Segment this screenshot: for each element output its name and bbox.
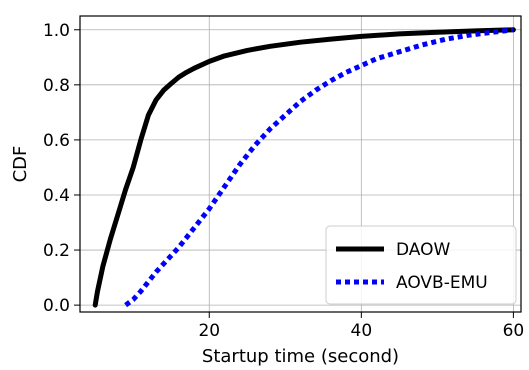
y-tick-label: 0.4 (43, 186, 70, 206)
y-tick-label: 0.6 (43, 131, 70, 151)
y-axis-title: CDF (10, 146, 31, 183)
axis-ticks: 20 40 60 0.0 0.2 0.4 0.6 0.8 1.0 (43, 21, 524, 341)
y-tick-label: 0.8 (43, 76, 70, 96)
legend-label-aovb-emu: AOVB-EMU (396, 273, 488, 293)
plot-area-frame (79, 15, 522, 313)
x-tick-label: 20 (198, 321, 220, 341)
x-axis-title: Startup time (second) (202, 346, 399, 367)
series-lines (92, 27, 516, 308)
legend-label-daow: DAOW (396, 240, 451, 260)
y-tick-label: 1.0 (43, 21, 70, 41)
series-line-daow (92, 27, 516, 308)
series-line-aovb-emu (124, 27, 514, 308)
y-tick-label: 0.2 (43, 241, 70, 261)
x-tick-label: 60 (503, 321, 525, 341)
y-tick-label: 0.0 (43, 296, 70, 316)
grid-lines (80, 16, 521, 312)
legend: DAOW AOVB-EMU (325, 225, 517, 305)
x-tick-label: 40 (351, 321, 373, 341)
